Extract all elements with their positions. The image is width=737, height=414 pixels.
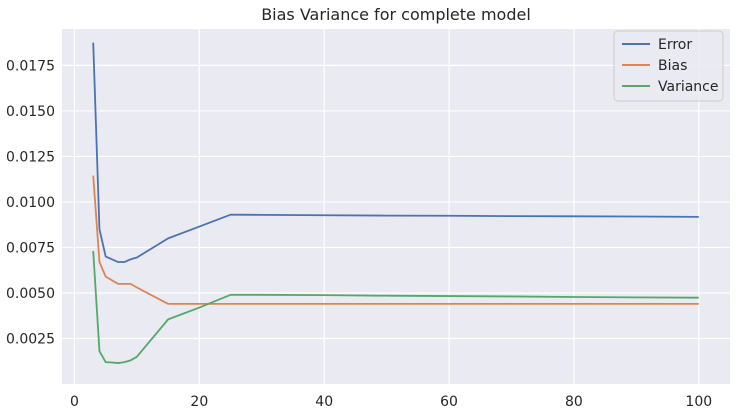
- x-tick-label: 20: [190, 394, 208, 410]
- grid-layer: [62, 29, 730, 384]
- series-line-bias: [92, 175, 699, 305]
- x-axis-ticks: 0 20 40 60 80 100: [70, 394, 712, 410]
- legend-label-error: Error: [658, 37, 692, 53]
- x-tick-label: 80: [565, 394, 583, 410]
- legend-label-bias: Bias: [658, 58, 687, 74]
- y-tick-label: 0.0125: [6, 149, 55, 165]
- y-tick-label: 0.0075: [6, 240, 55, 256]
- y-tick-label: 0.0100: [6, 195, 55, 211]
- x-tick-label: 100: [685, 394, 712, 410]
- x-tick-label: 60: [440, 394, 458, 410]
- y-tick-label: 0.0175: [6, 58, 55, 74]
- y-tick-label: 0.0050: [6, 286, 55, 302]
- series-line-variance: [92, 251, 699, 364]
- y-tick-label: 0.0150: [6, 104, 55, 120]
- chart-title: Bias Variance for complete model: [261, 5, 531, 24]
- x-tick-label: 40: [315, 394, 333, 410]
- legend-label-variance: Variance: [658, 79, 718, 95]
- series-layer: [92, 42, 699, 364]
- y-tick-label: 0.0025: [6, 331, 55, 347]
- y-axis-ticks: 0.0025 0.0050 0.0075 0.0100 0.0125 0.0150 0.01…: [6, 58, 55, 347]
- series-line-error: [92, 42, 699, 263]
- x-tick-label: 0: [70, 394, 79, 410]
- legend-box: [613, 30, 724, 102]
- legend: Error Bias Variance: [613, 30, 724, 102]
